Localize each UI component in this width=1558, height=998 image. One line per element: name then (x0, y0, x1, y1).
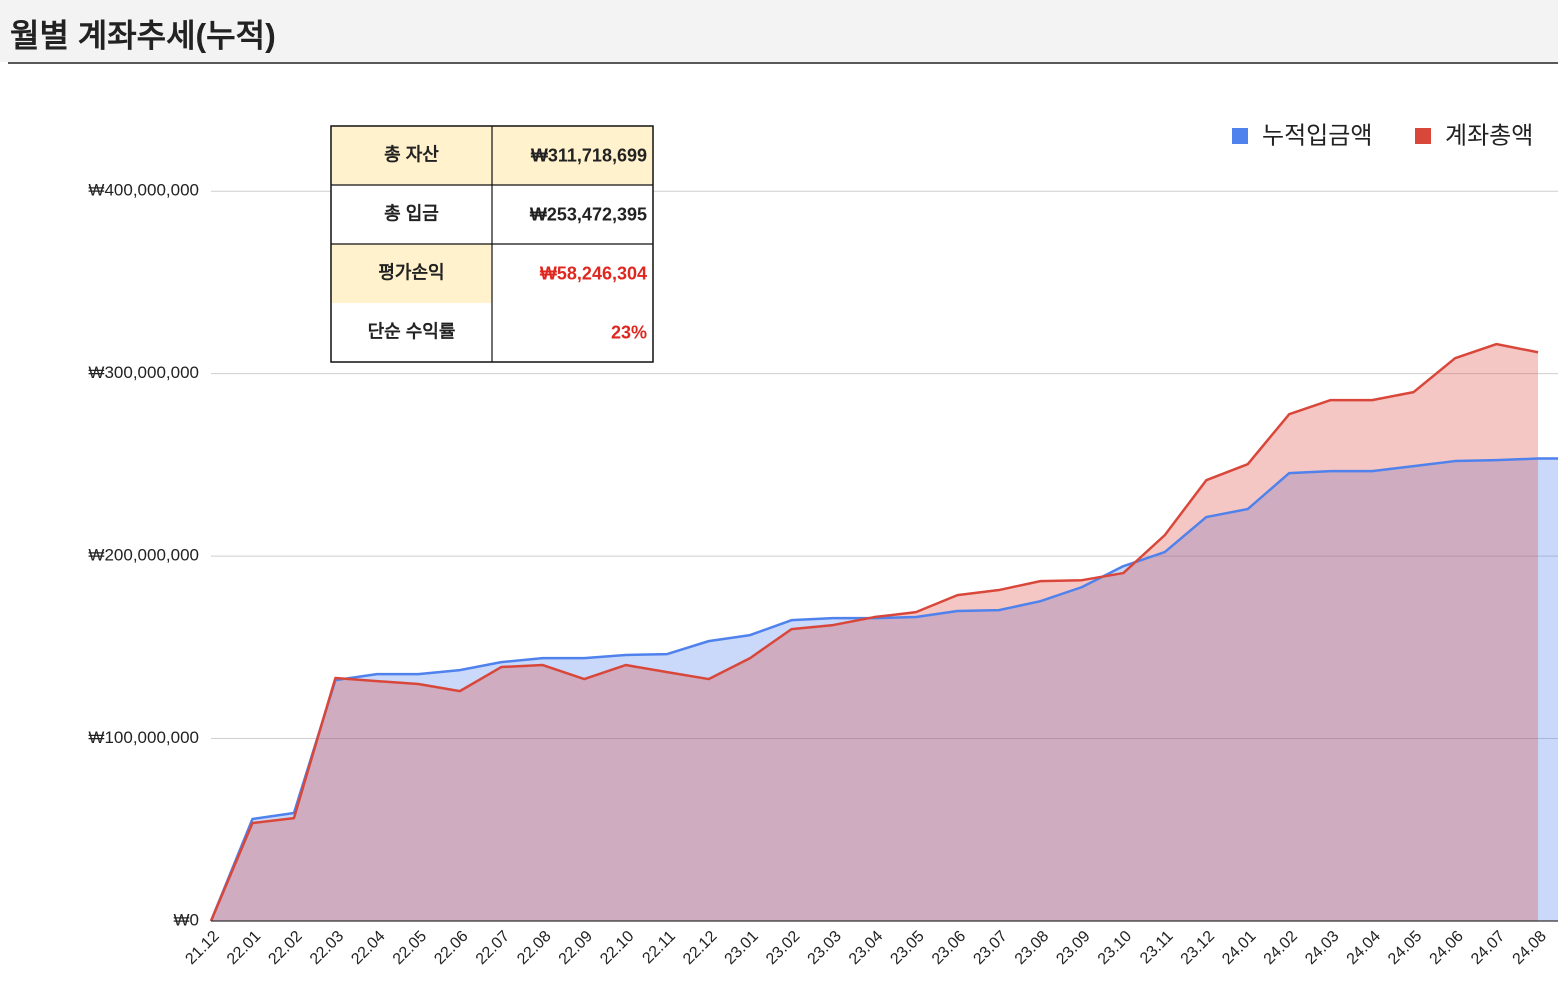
table-label: 단순 수익률 (368, 321, 456, 341)
table-value: ₩311,718,699 (531, 145, 647, 165)
table-cell (331, 126, 492, 185)
y-tick-label: ₩400,000,000 (88, 181, 199, 200)
y-tick-label: ₩100,000,000 (88, 728, 199, 747)
x-tick-label: 24.02 (1261, 928, 1301, 968)
x-tick-label: 24.04 (1344, 928, 1384, 968)
chart-title: 월별 계좌추세(누적) (10, 17, 276, 53)
legend-swatch (1232, 128, 1248, 144)
legend-swatch (1415, 128, 1431, 144)
x-tick-label: 23.08 (1012, 928, 1052, 968)
x-tick-label: 23.11 (1137, 928, 1177, 968)
y-tick-label: ₩300,000,000 (88, 363, 199, 382)
table-label: 총 자산 (384, 144, 439, 164)
x-tick-label: 24.01 (1219, 928, 1259, 968)
x-tick-label: 24.05 (1385, 928, 1425, 968)
x-tick-label: 24.07 (1468, 928, 1508, 968)
x-tick-label: 23.05 (887, 928, 927, 968)
x-tick-label: 22.05 (390, 928, 430, 968)
x-tick-label: 22.04 (348, 928, 388, 968)
table-value: 23% (611, 322, 647, 342)
table-cell (331, 185, 492, 244)
x-tick-label: 23.09 (1053, 928, 1093, 968)
x-tick-label: 23.06 (929, 928, 969, 968)
table-cell (492, 303, 653, 362)
table-cell (492, 244, 653, 303)
table-label: 평가손익 (378, 262, 444, 282)
legend-label: 누적입금액 (1262, 122, 1372, 149)
area-fill (211, 344, 1539, 921)
x-tick-label: 23.02 (763, 928, 803, 968)
x-tick-label: 22.07 (473, 928, 513, 968)
table-cell (492, 185, 653, 244)
area-fill (211, 458, 1558, 921)
title-bar (0, 0, 1558, 62)
x-tick-label: 22.09 (556, 928, 596, 968)
x-tick-label: 22.03 (307, 928, 347, 968)
x-tick-label: 21.12 (182, 928, 222, 968)
table-value: ₩58,246,304 (540, 263, 647, 283)
y-tick-label: ₩200,000,000 (88, 546, 199, 565)
x-tick-label: 23.12 (1178, 928, 1218, 968)
table-cell (492, 126, 653, 185)
series-line (209, 457, 1558, 922)
x-tick-label: 24.03 (1302, 928, 1342, 968)
table-cell (331, 244, 492, 303)
x-tick-label: 23.03 (805, 928, 845, 968)
x-tick-label: 24.06 (1427, 928, 1467, 968)
x-tick-label: 22.11 (639, 928, 679, 968)
x-tick-label: 23.10 (1095, 928, 1135, 968)
x-tick-label: 23.07 (970, 928, 1010, 968)
x-tick-label: 22.02 (265, 928, 305, 968)
table-value: ₩253,472,395 (530, 204, 647, 224)
series-line (209, 342, 1539, 922)
x-tick-label: 23.04 (846, 928, 886, 968)
x-tick-label: 22.01 (224, 928, 264, 968)
x-tick-label: 22.06 (431, 928, 471, 968)
x-tick-label: 22.08 (514, 928, 554, 968)
x-tick-label: 22.12 (680, 928, 720, 968)
table-cell (331, 303, 492, 362)
x-tick-label: 22.10 (597, 928, 637, 968)
y-tick-label: ₩0 (174, 910, 200, 929)
table-label: 총 입금 (384, 202, 439, 223)
x-tick-label: 24.08 (1510, 928, 1550, 968)
legend-label: 계좌총액 (1445, 122, 1533, 149)
x-tick-label: 23.01 (722, 928, 762, 968)
